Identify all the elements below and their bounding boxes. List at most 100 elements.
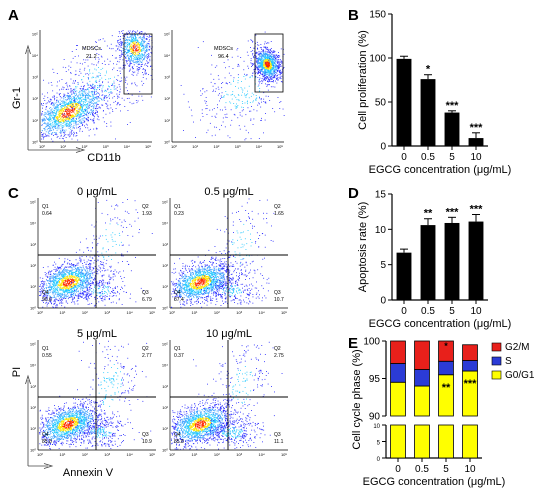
- event-dot: [57, 114, 59, 116]
- event-dot: [245, 75, 247, 77]
- event-dot: [88, 74, 90, 76]
- flow-y-tick-label: 10²: [30, 263, 36, 268]
- event-dot: [138, 68, 140, 70]
- event-dot: [138, 44, 140, 45]
- event-dot: [64, 101, 66, 103]
- event-dot: [270, 76, 272, 78]
- event-dot: [263, 78, 265, 80]
- event-dot: [125, 46, 126, 47]
- event-dot: [135, 49, 137, 51]
- event-dot: [141, 49, 142, 51]
- event-dot: [91, 119, 93, 121]
- event-dot: [51, 115, 53, 117]
- event-dot: [74, 108, 75, 110]
- event-dot: [54, 115, 56, 117]
- event-dot: [239, 112, 241, 114]
- event-dot: [66, 95, 68, 96]
- event-dot: [81, 88, 83, 90]
- event-dot: [71, 282, 73, 284]
- event-dot: [48, 280, 50, 282]
- event-dot: [139, 57, 141, 59]
- event-dot: [70, 128, 72, 130]
- event-dot: [262, 76, 264, 77]
- event-dot: [83, 117, 85, 119]
- event-dot: [54, 98, 56, 99]
- event-dot: [89, 107, 90, 109]
- event-dot: [53, 117, 55, 119]
- event-dot: [140, 42, 142, 44]
- event-dot: [61, 127, 63, 129]
- event-dot: [72, 107, 74, 109]
- event-dot: [70, 66, 72, 68]
- event-dot: [273, 62, 274, 64]
- event-dot: [72, 105, 74, 106]
- event-dot: [265, 66, 267, 67]
- event-dot: [57, 81, 58, 83]
- event-dot: [73, 111, 75, 113]
- event-dot: [55, 125, 57, 127]
- event-dot: [137, 69, 139, 70]
- event-dot: [55, 288, 57, 290]
- event-dot: [80, 88, 82, 90]
- event-dot: [272, 61, 274, 63]
- event-dot: [101, 261, 103, 263]
- event-dot: [84, 287, 86, 289]
- event-dot: [87, 282, 89, 284]
- event-dot: [258, 62, 259, 64]
- event-dot: [108, 92, 110, 94]
- event-dot: [80, 109, 82, 111]
- event-dot: [277, 55, 279, 56]
- event-dot: [70, 285, 72, 287]
- event-dot: [145, 55, 147, 57]
- event-dot: [81, 289, 83, 291]
- event-dot: [82, 292, 84, 294]
- event-dot: [85, 266, 87, 268]
- event-dot: [76, 270, 77, 272]
- event-dot: [92, 83, 94, 85]
- event-dot: [277, 74, 278, 76]
- event-dot: [139, 67, 141, 69]
- event-dot: [76, 111, 78, 113]
- event-dot: [102, 94, 104, 96]
- event-dot: [54, 283, 56, 285]
- event-dot: [43, 120, 45, 122]
- event-dot: [131, 94, 133, 96]
- event-dot: [93, 120, 95, 122]
- event-dot: [258, 59, 260, 61]
- event-dot: [279, 61, 281, 63]
- event-dot: [66, 106, 68, 108]
- event-dot: [223, 62, 225, 63]
- event-dot: [76, 86, 78, 88]
- event-dot: [231, 119, 233, 121]
- event-dot: [233, 79, 234, 81]
- event-dot: [71, 104, 73, 106]
- event-dot: [62, 274, 64, 276]
- event-dot: [93, 128, 95, 130]
- event-dot: [54, 299, 55, 301]
- event-dot: [129, 39, 131, 41]
- event-dot: [99, 83, 101, 85]
- event-dot: [46, 301, 47, 303]
- event-dot: [80, 272, 82, 274]
- event-dot: [55, 301, 56, 303]
- event-dot: [78, 285, 79, 287]
- event-dot: [127, 43, 129, 45]
- event-dot: [59, 272, 60, 274]
- event-dot: [67, 126, 69, 128]
- event-dot: [82, 95, 83, 97]
- event-dot: [244, 102, 246, 104]
- event-dot: [236, 103, 237, 105]
- event-dot: [275, 80, 276, 82]
- event-dot: [277, 60, 279, 62]
- event-dot: [59, 128, 61, 130]
- event-dot: [239, 114, 241, 116]
- event-dot: [77, 270, 79, 272]
- event-dot: [57, 282, 59, 284]
- event-dot: [85, 110, 87, 112]
- event-dot: [73, 124, 75, 126]
- event-dot: [79, 272, 81, 274]
- event-dot: [263, 62, 265, 64]
- event-dot: [85, 73, 87, 75]
- event-dot: [67, 93, 69, 94]
- event-dot: [264, 72, 266, 74]
